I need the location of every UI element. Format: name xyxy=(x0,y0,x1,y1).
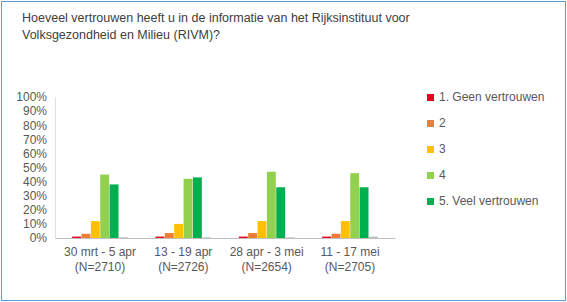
legend-swatch xyxy=(427,198,434,205)
bar xyxy=(322,237,331,238)
bar xyxy=(82,234,91,238)
bar xyxy=(332,234,341,238)
bar xyxy=(193,177,202,238)
y-tick: 20% xyxy=(23,203,55,217)
bar xyxy=(360,187,369,238)
y-axis: 0%10%20%30%40%50%60%70%80%90%100% xyxy=(16,90,55,245)
y-axis-line xyxy=(55,98,56,239)
bar xyxy=(369,237,378,238)
chart: Hoeveel vertrouwen heeft u in de informa… xyxy=(0,0,567,302)
bar xyxy=(72,237,81,238)
y-tick: 30% xyxy=(23,189,55,203)
y-tick: 60% xyxy=(23,147,55,161)
y-tick-label: 70% xyxy=(23,133,47,147)
x-tick: 13 - 19 apr(N=2726) xyxy=(154,238,212,274)
legend-label: 2 xyxy=(439,116,446,130)
y-tick: 40% xyxy=(23,175,55,189)
legend-label: 1. Geen vertrouwen xyxy=(439,90,544,104)
legend-swatch xyxy=(427,120,434,127)
legend-swatch xyxy=(427,172,434,179)
bar xyxy=(174,224,183,238)
y-tick-label: 10% xyxy=(23,217,47,231)
bar xyxy=(341,221,350,238)
y-tick-label: 50% xyxy=(23,161,47,175)
y-tick-label: 0% xyxy=(30,231,48,245)
y-tick: 100% xyxy=(16,90,55,104)
x-axis-line xyxy=(56,238,396,239)
title: Hoeveel vertrouwen heeft u in de informa… xyxy=(22,11,413,42)
y-tick-label: 100% xyxy=(16,90,47,104)
x-tick-label: 13 - 19 apr(N=2726) xyxy=(154,245,212,274)
legend-swatch xyxy=(427,94,434,101)
y-tick: 0% xyxy=(30,231,55,245)
y-tick: 90% xyxy=(23,104,55,118)
x-tick: 28 apr - 3 mei(N=2654) xyxy=(230,238,304,274)
x-tick-label: 11 - 17 mei(N=2705) xyxy=(320,245,379,274)
x-tick-label: 28 apr - 3 mei(N=2654) xyxy=(230,245,304,274)
legend-swatch xyxy=(427,146,434,153)
bars xyxy=(72,172,378,238)
y-tick: 10% xyxy=(23,217,55,231)
bar xyxy=(119,237,128,238)
y-tick-label: 30% xyxy=(23,189,47,203)
x-tick: 11 - 17 mei(N=2705) xyxy=(320,238,379,274)
legend: 1. Geen vertrouwen 2 3 4 5. Veel vertrouwen xyxy=(427,90,544,208)
x-axis: 30 mrt - 5 apr(N=2710) 13 - 19 apr(N=2726… xyxy=(56,238,396,274)
bar xyxy=(202,237,211,238)
bar xyxy=(155,237,164,238)
y-tick: 70% xyxy=(23,133,55,147)
bar xyxy=(350,173,359,238)
bar xyxy=(276,187,285,238)
y-tick-label: 60% xyxy=(23,147,47,161)
y-tick-label: 90% xyxy=(23,104,47,118)
bar xyxy=(239,237,248,238)
bar xyxy=(248,233,257,238)
y-tick-label: 20% xyxy=(23,203,47,217)
legend-label: 4 xyxy=(439,168,446,182)
bar xyxy=(110,184,119,238)
y-tick-label: 40% xyxy=(23,175,47,189)
x-tick: 30 mrt - 5 apr(N=2710) xyxy=(64,238,136,274)
legend-label: 5. Veel vertrouwen xyxy=(439,194,538,208)
bar xyxy=(184,179,193,238)
bar xyxy=(267,172,276,238)
y-tick: 50% xyxy=(23,161,55,175)
bar xyxy=(91,221,100,238)
x-tick-label: 30 mrt - 5 apr(N=2710) xyxy=(64,245,136,274)
y-tick: 80% xyxy=(23,119,55,133)
bar xyxy=(286,237,295,238)
legend-label: 3 xyxy=(439,142,446,156)
y-tick-label: 80% xyxy=(23,119,47,133)
bar xyxy=(258,221,267,238)
frame xyxy=(2,2,566,301)
bar xyxy=(165,233,174,238)
bar xyxy=(100,175,109,238)
